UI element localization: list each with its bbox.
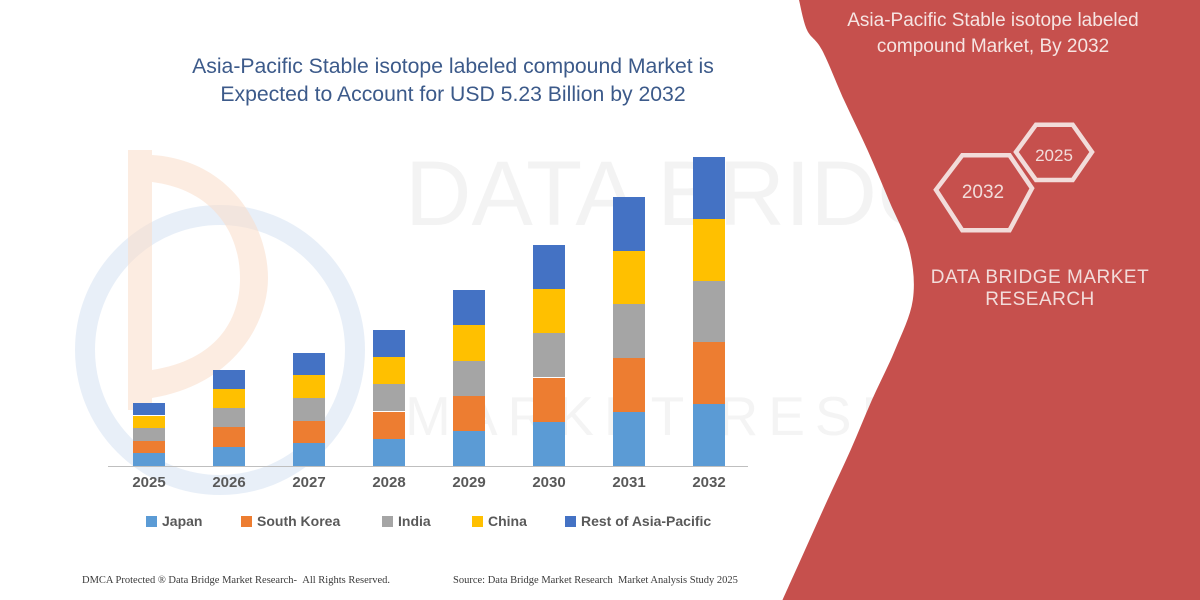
svg-text:2025: 2025 bbox=[1035, 146, 1073, 165]
svg-text:2032: 2032 bbox=[962, 182, 1004, 203]
